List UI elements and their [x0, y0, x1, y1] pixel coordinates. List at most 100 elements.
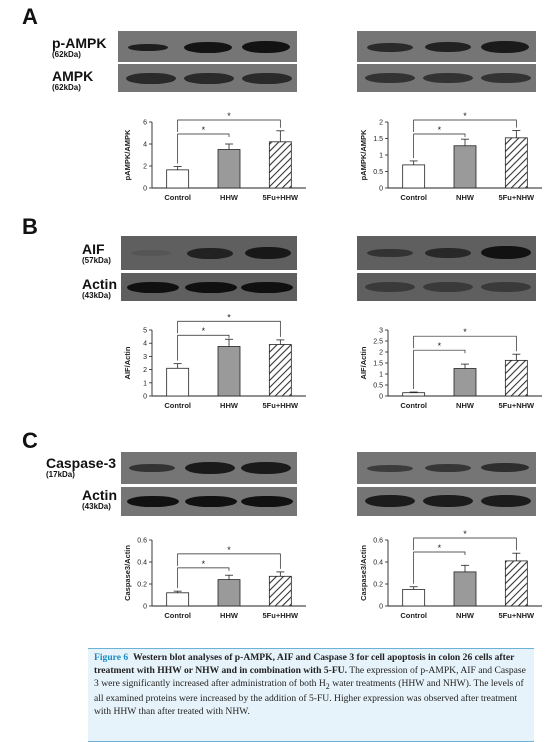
y-axis-label: AIF/Actin: [123, 346, 132, 379]
blot-label-pampk: p-AMPK (62kDa): [52, 36, 106, 59]
blot-band: [423, 495, 473, 507]
blot-band: [129, 464, 175, 472]
y-tick-label: 6: [143, 120, 147, 127]
y-tick-label: 1.5: [373, 361, 383, 368]
y-axis-label: AIF/Actin: [359, 346, 368, 379]
blot-label-name: AMPK: [52, 68, 94, 84]
category-label: 5Fu+HHW: [263, 611, 300, 620]
blot-a-right-ampk: [357, 64, 536, 92]
bar-chart-c-right: 0 0.2 0.4 0.6 Caspase3/Actin Control NHW 5Fu+NH…: [359, 529, 542, 620]
blot-band: [481, 282, 531, 292]
blot-band: [185, 496, 237, 507]
significance-star: *: [463, 327, 467, 337]
blot-label-ampk: AMPK (62kDa): [52, 69, 93, 92]
significance-bracket: [413, 335, 517, 352]
bar: [453, 145, 477, 189]
figure-caption: Figure 6 Western blot analyses of p-AMPK…: [94, 652, 532, 719]
caption-text-1: The expression of p-AMPK, AIF and Caspas…: [94, 664, 526, 689]
bar-chart-b-left: 0 1 2 3 4 5 AIF/Actin Control HHW 5Fu+HHW * *: [123, 312, 306, 410]
bar-chart-b-right: 0 0.5 1 1.5 2 2.5 3 AIF/Actin Control NHW 5Fu+NHW *…: [359, 327, 542, 410]
blot-b-left-aif: [121, 236, 297, 270]
y-axis-label: Caspase3/Actin: [123, 545, 132, 601]
bar: [453, 368, 477, 397]
blot-band: [425, 464, 471, 472]
blot-label-kda: (43kDa): [82, 291, 111, 300]
blot-band: [131, 250, 171, 256]
blot-label-aif: AIF (57kDa): [82, 242, 111, 265]
category-label: Control: [400, 611, 427, 620]
bar: [166, 592, 190, 607]
category-label: 5Fu+NHW: [499, 611, 536, 620]
blot-label-kda: (57kDa): [82, 256, 111, 265]
panel-letter-b: B: [22, 214, 38, 239]
panel-letter-a: A: [22, 4, 38, 29]
blot-label-kda: (62kDa): [52, 50, 81, 59]
category-label: NHW: [456, 193, 475, 202]
significance-star: *: [227, 111, 231, 121]
significance-bracket: [177, 119, 281, 132]
significance-star: *: [463, 111, 467, 121]
caption-subscript: 2: [325, 681, 330, 691]
blot-band: [242, 41, 290, 53]
bar: [268, 344, 292, 397]
y-tick-label: 1: [143, 380, 147, 387]
bar-chart-a-left: 0 2 4 6 pAMPK/AMPK Control HHW 5Fu+HHW * *: [123, 111, 306, 202]
category-label: NHW: [456, 611, 475, 620]
blot-band: [365, 73, 415, 83]
bar: [166, 169, 190, 189]
bar: [504, 359, 528, 397]
category-label: Control: [164, 401, 191, 410]
blot-label-name: AIF: [82, 241, 105, 257]
caption-title: Western blot analyses of p-AMPK, AIF and…: [94, 652, 515, 676]
blot-c-right-caspase3: [357, 452, 536, 484]
bar: [217, 149, 241, 189]
category-label: Control: [400, 193, 427, 202]
y-tick-label: 0: [379, 394, 383, 401]
bar-chart-c-left: 0 0.2 0.4 0.6 Caspase3/Actin Control HHW 5Fu+HH…: [123, 538, 306, 620]
significance-star: *: [227, 545, 231, 555]
blot-band: [481, 246, 531, 259]
blot-band: [241, 496, 293, 507]
blot-b-right-actin: [357, 273, 536, 301]
significance-bracket: [177, 133, 230, 164]
blot-band: [423, 282, 473, 292]
y-tick-label: 5: [143, 328, 147, 335]
significance-star: *: [463, 529, 467, 539]
category-label: 5Fu+NHW: [499, 193, 536, 202]
blot-band: [367, 249, 413, 257]
blot-band: [365, 495, 415, 507]
significance-bracket: [413, 133, 466, 158]
significance-bracket: [177, 320, 281, 337]
category-label: HHW: [220, 611, 239, 620]
blot-band: [126, 73, 176, 84]
y-tick-label: 4: [143, 341, 147, 348]
y-tick-label: 2: [143, 367, 147, 374]
blot-label-kda: (43kDa): [82, 502, 111, 511]
blot-band: [127, 496, 179, 507]
blot-band: [187, 248, 233, 259]
y-tick-label: 1: [379, 372, 383, 379]
significance-bracket: [177, 567, 230, 589]
blot-label-name: Caspase-3: [46, 455, 117, 471]
category-label: NHW: [456, 401, 475, 410]
y-tick-label: 3: [379, 328, 383, 335]
y-tick-label: 0: [143, 394, 147, 401]
blot-band: [184, 73, 234, 84]
blot-band: [245, 247, 291, 259]
blot-a-left-pampk: [118, 31, 297, 62]
y-tick-label: 0.6: [373, 538, 383, 545]
bar: [453, 571, 477, 607]
significance-star: *: [438, 543, 442, 553]
significance-star: *: [202, 326, 206, 336]
blot-label-kda: (17kDa): [46, 470, 75, 479]
y-tick-label: 0.6: [137, 538, 147, 545]
blot-band: [185, 282, 237, 293]
y-axis-label: pAMPK/AMPK: [359, 129, 368, 180]
blot-band: [365, 282, 415, 292]
y-tick-label: 0.5: [373, 169, 383, 176]
blot-a-left-ampk: [118, 64, 297, 92]
y-tick-label: 2: [143, 164, 147, 171]
bar: [402, 392, 426, 397]
blot-c-right-actin: [357, 487, 536, 516]
category-label: 5Fu+HHW: [263, 401, 300, 410]
